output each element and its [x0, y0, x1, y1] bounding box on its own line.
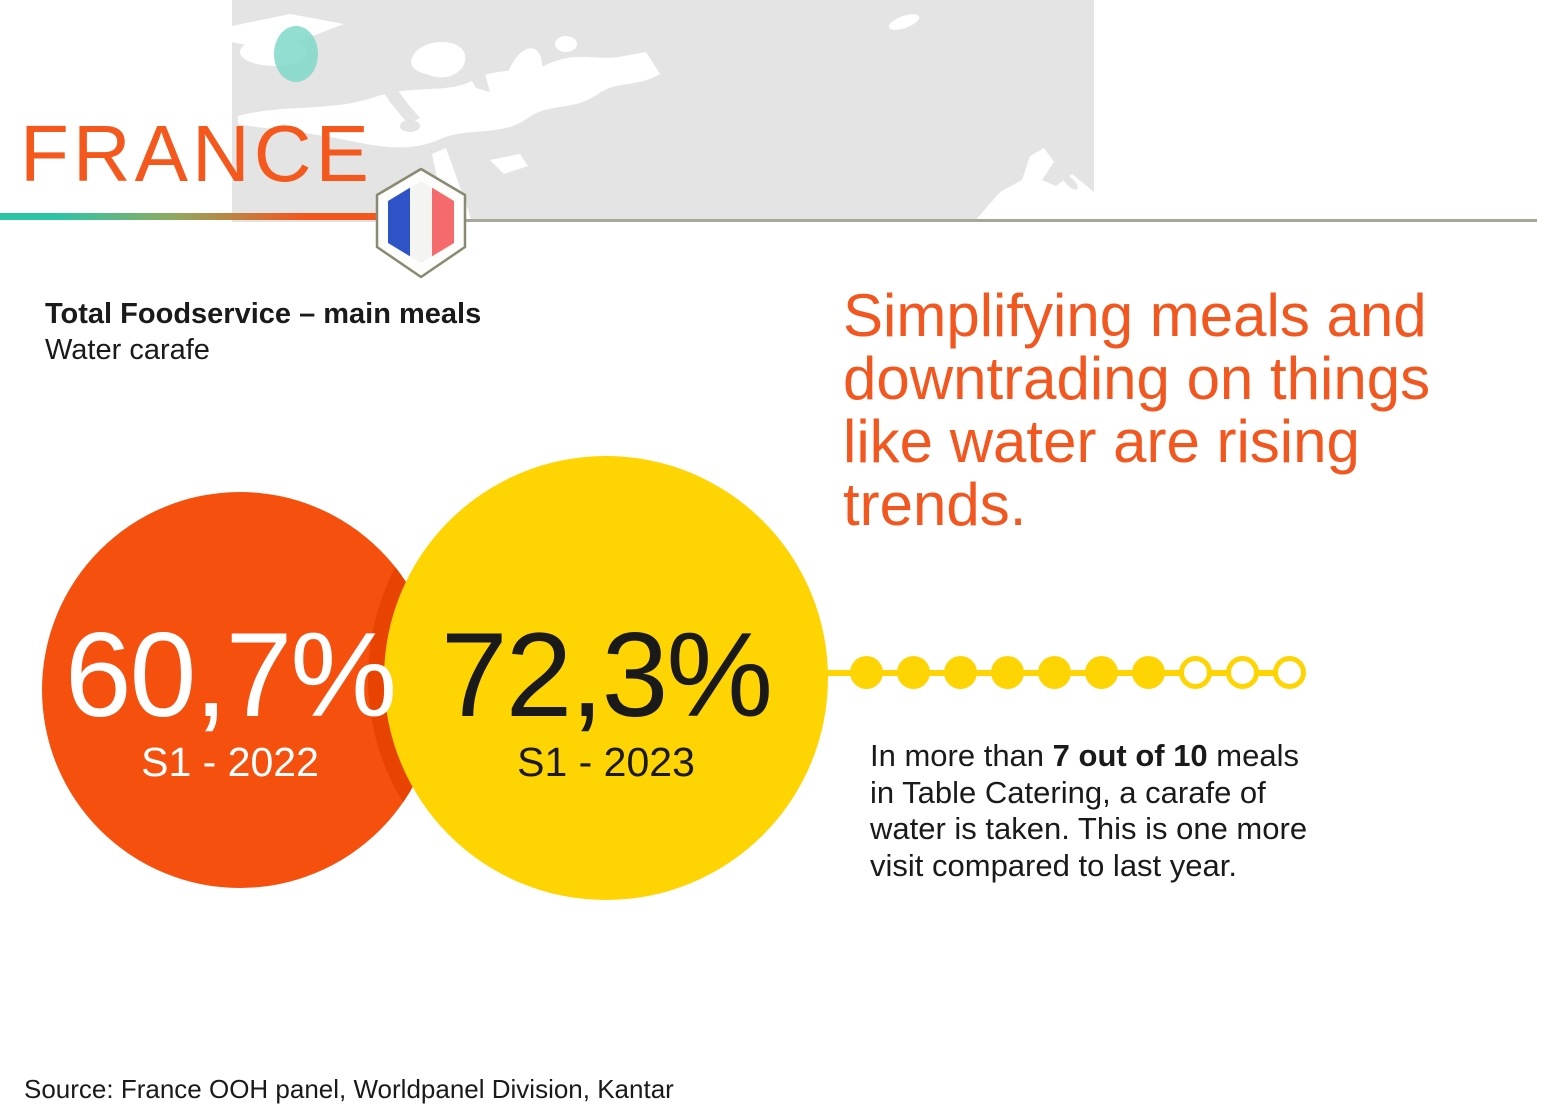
- dot-empty: [1273, 656, 1306, 689]
- france-flag-badge-icon: [375, 167, 467, 279]
- section-label: Total Foodservice – main meals Water car…: [45, 296, 481, 368]
- stat-period-2022: S1 - 2022: [141, 739, 319, 785]
- dot-filled: [991, 656, 1024, 689]
- accent-divider: [0, 213, 378, 220]
- world-map: [232, 0, 1094, 222]
- thin-divider: [465, 219, 1537, 222]
- headline: Simplifying meals and downtrading on thi…: [843, 282, 1431, 538]
- dot-filled: [1085, 656, 1118, 689]
- dot-filled: [897, 656, 930, 689]
- stat-value-2022: 60,7%: [64, 608, 397, 742]
- circle-2022: [42, 492, 438, 888]
- flag-white-stripe: [410, 181, 432, 263]
- dot-meter: [822, 656, 1322, 690]
- dot-empty: [1179, 656, 1212, 689]
- callout-prefix: In more than: [870, 738, 1053, 773]
- source-note: Source: France OOH panel, Worldpanel Div…: [24, 1074, 674, 1104]
- section-title: Total Foodservice – main meals: [45, 298, 482, 330]
- dot-filled: [850, 656, 883, 689]
- callout-suffix: meals in Table Catering, a carafe of wat…: [870, 738, 1308, 883]
- france-map-marker: [274, 26, 318, 82]
- comparison-circles-chart: [42, 456, 828, 900]
- stat-period-2023: S1 - 2023: [517, 739, 695, 785]
- dot-filled: [1132, 656, 1165, 689]
- dot-empty: [1226, 656, 1259, 689]
- stat-value-2023: 72,3%: [440, 608, 773, 742]
- circle-2023: [384, 456, 828, 900]
- callout-bold: 7 out of 10: [1052, 738, 1208, 773]
- flag-blue-stripe: [388, 181, 410, 263]
- flag-red-stripe: [432, 181, 454, 263]
- page-title: FRANCE: [20, 109, 373, 198]
- dot-filled: [1038, 656, 1071, 689]
- callout-text: In more than 7 out of 10 meals in Table …: [870, 738, 1320, 884]
- dot-filled: [944, 656, 977, 689]
- section-subtitle: Water carafe: [45, 334, 210, 366]
